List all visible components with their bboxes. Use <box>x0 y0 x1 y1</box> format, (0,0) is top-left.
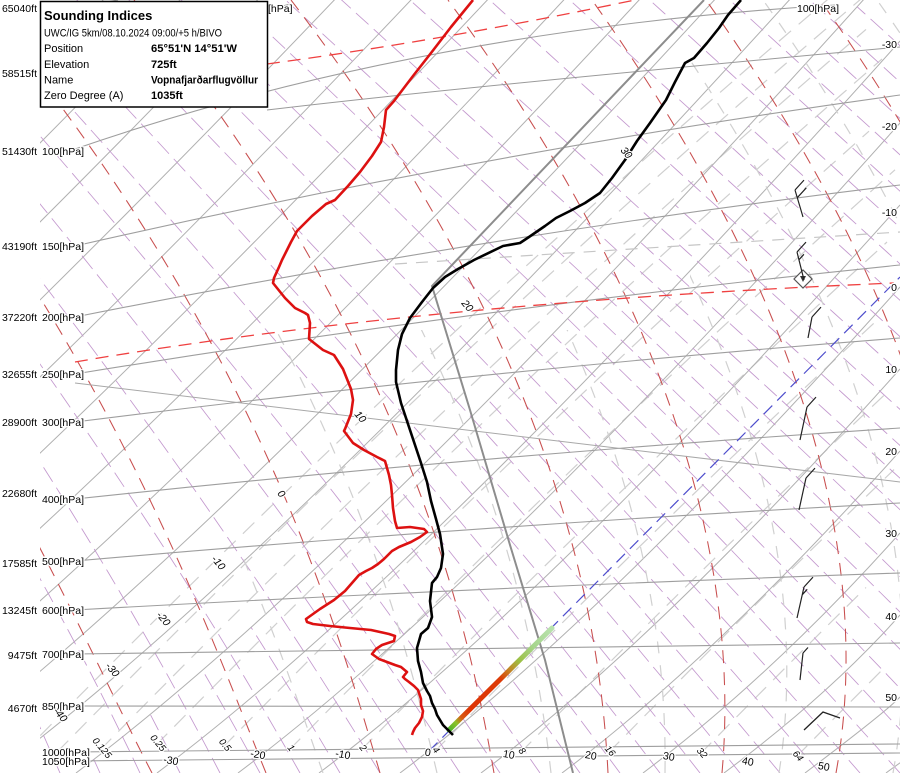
svg-text:-30: -30 <box>882 39 897 51</box>
svg-text:1050[hPa]: 1050[hPa] <box>42 756 90 768</box>
svg-text:32655ft: 32655ft <box>2 369 37 381</box>
svg-text:20: 20 <box>885 446 897 458</box>
svg-text:Zero Degree (A): Zero Degree (A) <box>44 90 123 102</box>
svg-text:[hPa]: [hPa] <box>268 3 293 15</box>
svg-text:150[hPa]: 150[hPa] <box>42 241 84 253</box>
svg-text:400[hPa]: 400[hPa] <box>42 494 84 506</box>
svg-text:725ft: 725ft <box>151 59 177 71</box>
svg-text:65°51'N 14°51'W: 65°51'N 14°51'W <box>151 43 238 55</box>
svg-text:Sounding Indices: Sounding Indices <box>44 8 152 23</box>
svg-text:22680ft: 22680ft <box>2 488 37 500</box>
svg-text:40: 40 <box>741 755 755 769</box>
svg-text:28900ft: 28900ft <box>2 417 37 429</box>
svg-text:250[hPa]: 250[hPa] <box>42 369 84 381</box>
svg-text:50: 50 <box>885 692 897 704</box>
svg-text:-10: -10 <box>334 748 351 762</box>
svg-text:-20: -20 <box>249 748 266 762</box>
svg-text:-10: -10 <box>882 207 897 219</box>
svg-text:1035ft: 1035ft <box>151 90 183 102</box>
svg-text:-30: -30 <box>162 754 179 768</box>
svg-text:100[hPa]: 100[hPa] <box>42 146 84 158</box>
svg-text:300[hPa]: 300[hPa] <box>42 417 84 429</box>
svg-text:200[hPa]: 200[hPa] <box>42 312 84 324</box>
svg-text:500[hPa]: 500[hPa] <box>42 556 84 568</box>
svg-text:Position: Position <box>44 43 83 55</box>
svg-text:40: 40 <box>885 611 897 623</box>
svg-text:20: 20 <box>584 749 598 763</box>
svg-text:4670ft: 4670ft <box>8 703 37 715</box>
svg-text:Vopnafjarðarflugvöllur: Vopnafjarðarflugvöllur <box>151 75 259 87</box>
svg-text:0: 0 <box>424 747 432 760</box>
svg-text:-20: -20 <box>882 121 897 133</box>
svg-text:10: 10 <box>885 364 897 376</box>
svg-text:1000[hPa]: 1000[hPa] <box>42 747 90 759</box>
svg-text:10: 10 <box>502 748 516 762</box>
svg-text:30: 30 <box>885 528 897 540</box>
svg-text:37220ft: 37220ft <box>2 312 37 324</box>
svg-text:100[hPa]: 100[hPa] <box>797 3 839 15</box>
svg-text:0: 0 <box>891 282 897 294</box>
svg-text:43190ft: 43190ft <box>2 241 37 253</box>
svg-text:Name: Name <box>44 75 73 87</box>
svg-text:Elevation: Elevation <box>44 59 89 71</box>
svg-text:13245ft: 13245ft <box>2 605 37 617</box>
svg-text:700[hPa]: 700[hPa] <box>42 649 84 661</box>
svg-text:850[hPa]: 850[hPa] <box>42 701 84 713</box>
svg-text:65040ft: 65040ft <box>2 3 37 15</box>
svg-text:UWC/IG 5km/08.10.2024 09:00/+5: UWC/IG 5km/08.10.2024 09:00/+5 h/BIVO <box>44 28 222 40</box>
svg-text:50: 50 <box>817 760 831 773</box>
svg-text:58515ft: 58515ft <box>2 68 37 80</box>
svg-text:600[hPa]: 600[hPa] <box>42 605 84 617</box>
svg-text:51430ft: 51430ft <box>2 146 37 158</box>
svg-text:17585ft: 17585ft <box>2 558 37 570</box>
svg-text:30: 30 <box>662 750 676 764</box>
svg-text:9475ft: 9475ft <box>8 650 37 662</box>
